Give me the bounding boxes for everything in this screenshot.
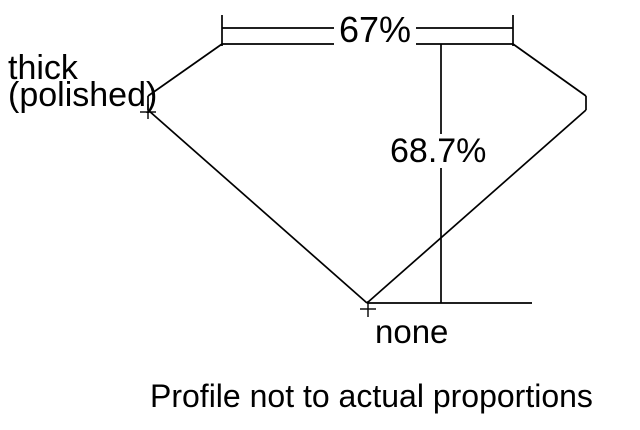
depth-percentage-label: 68.7%	[387, 134, 490, 168]
diagram-caption: Profile not to actual proportions	[150, 378, 593, 414]
table-width-percentage-label: 67%	[334, 12, 417, 48]
culet-size-label: none	[375, 313, 449, 350]
crown-facet-left-line	[147, 43, 223, 97]
crown-facet-right-line	[512, 43, 587, 97]
girdle-thickness-label-line2: (polished)	[8, 76, 158, 114]
culet-cross-marker	[360, 301, 376, 317]
pavilion-facet-right-line	[366, 109, 587, 304]
pavilion-facet-left-line	[147, 109, 368, 304]
girdle-thickness-label-line1: thick	[8, 49, 78, 87]
girdle-cross-marker	[140, 104, 156, 119]
